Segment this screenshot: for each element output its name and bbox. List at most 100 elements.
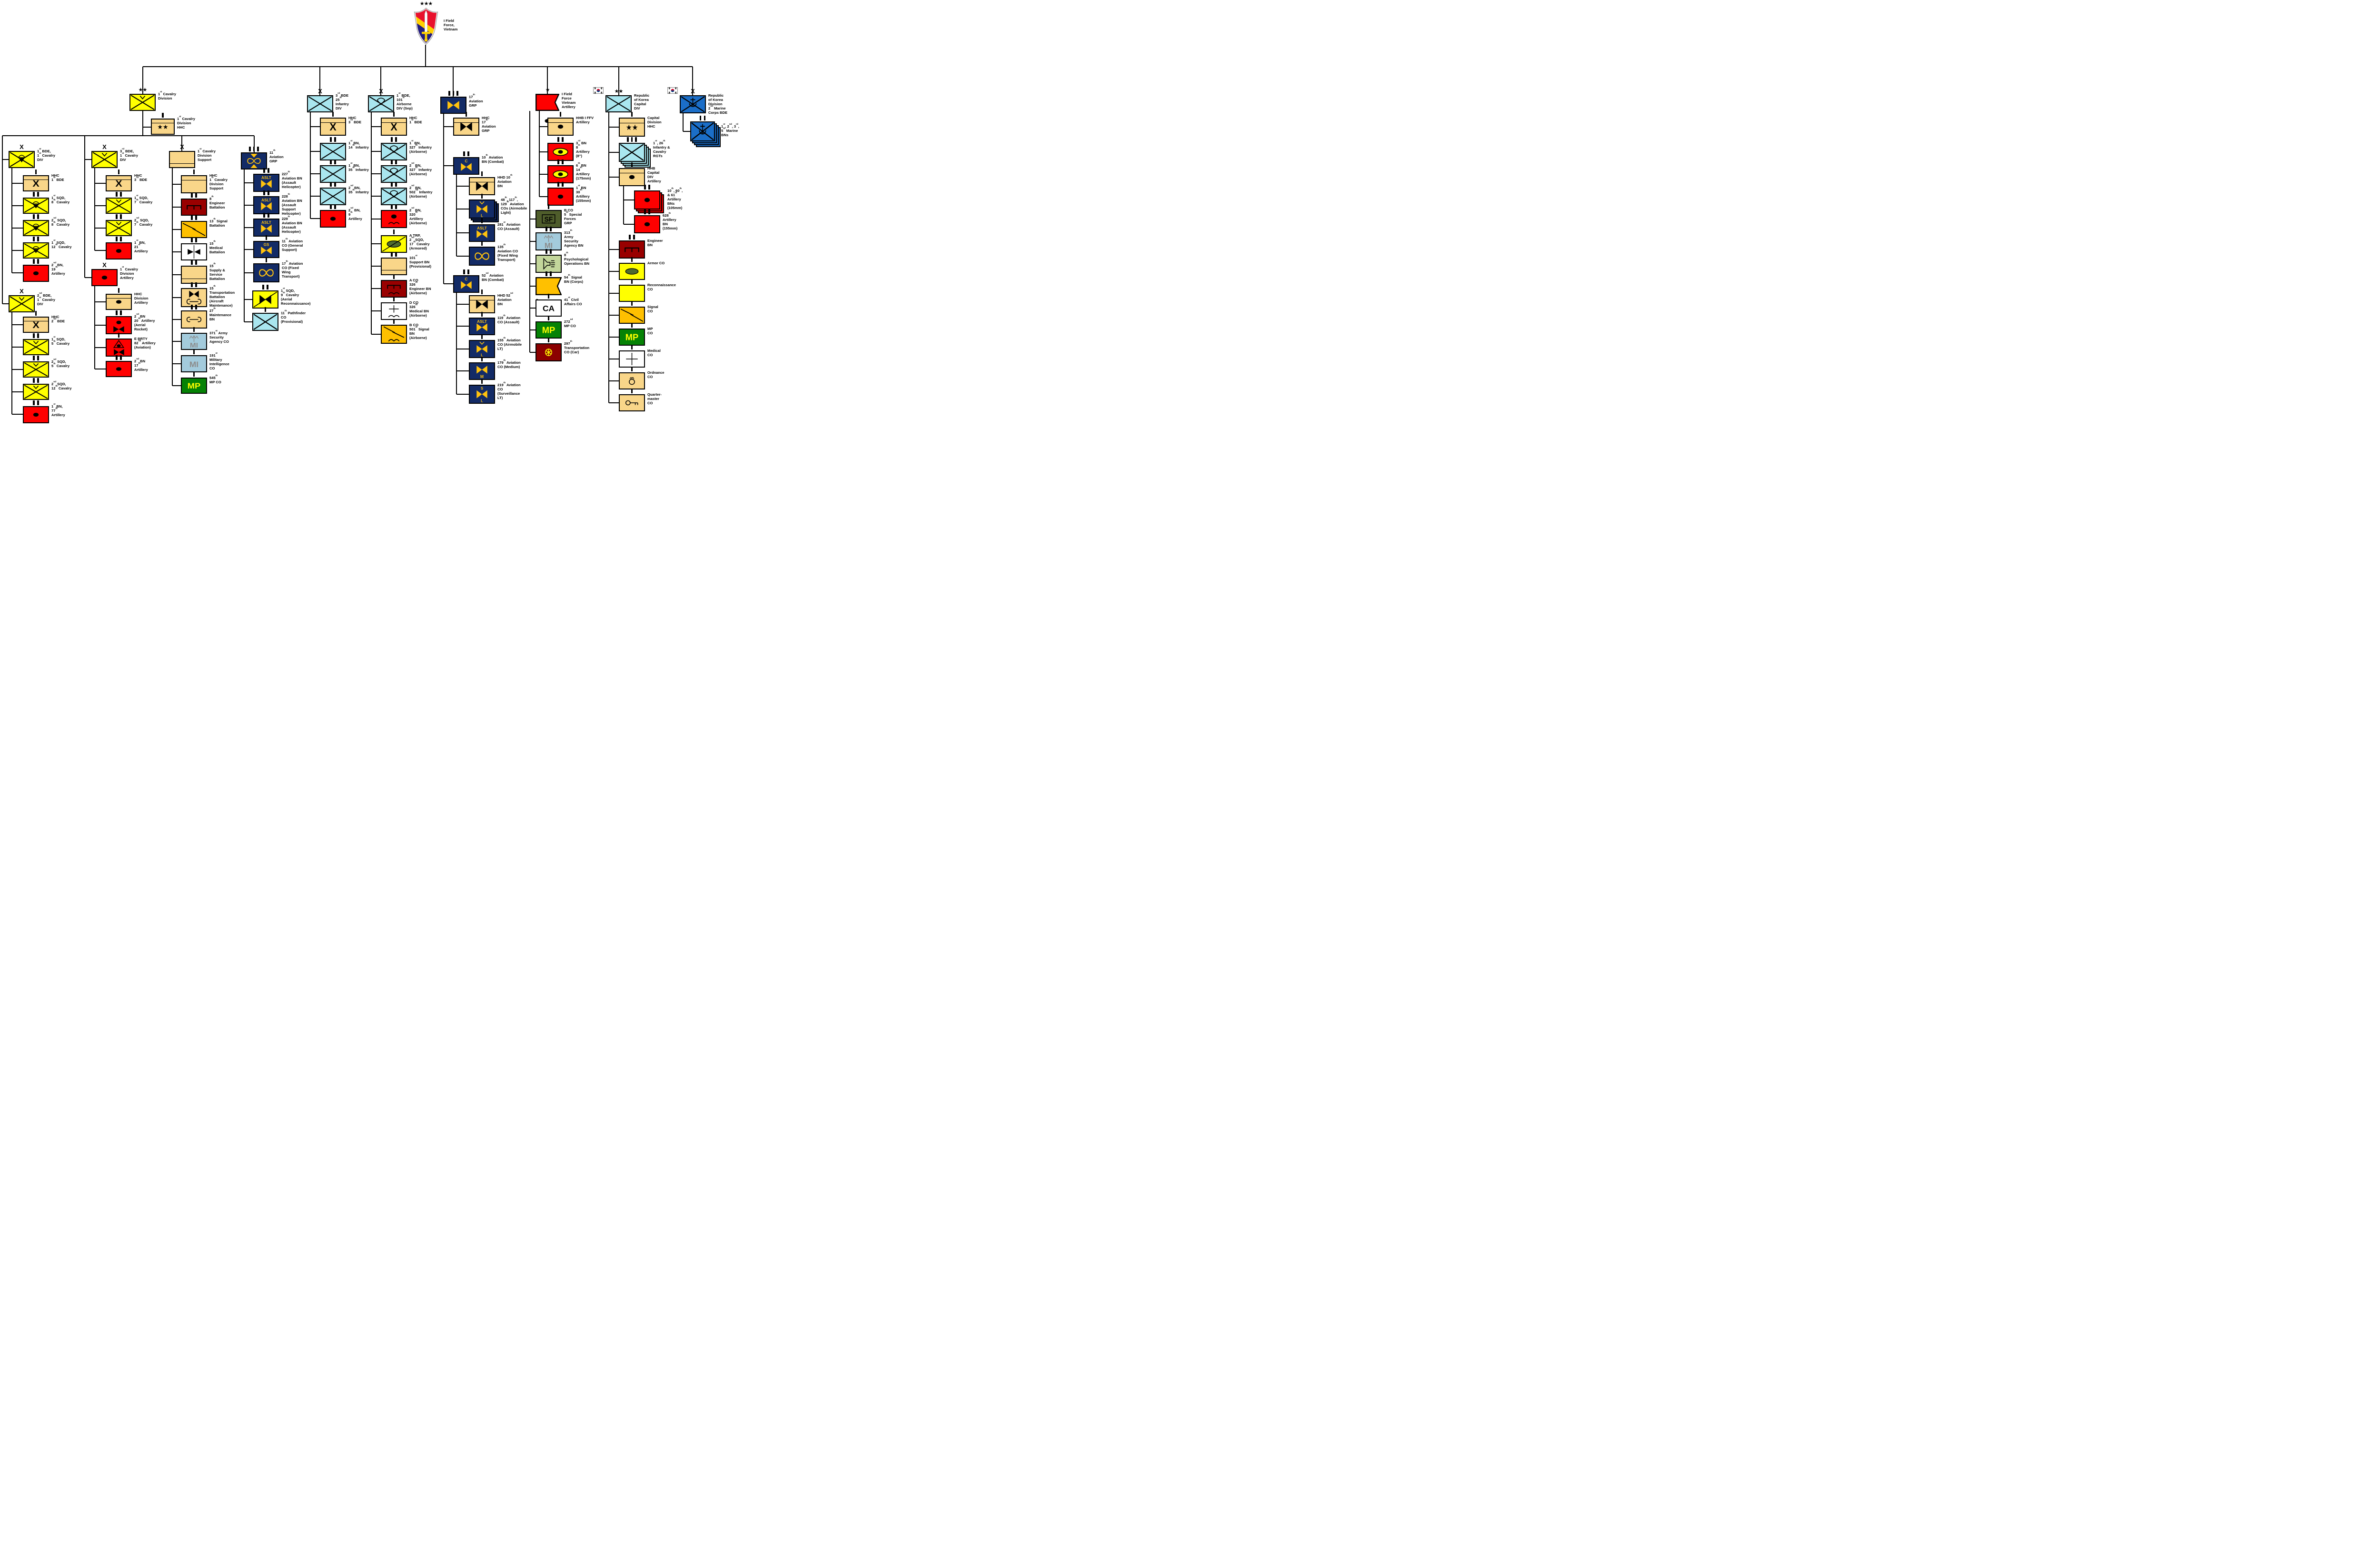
bowblk-icon bbox=[476, 181, 488, 191]
textX-icon: X bbox=[32, 320, 40, 330]
unit-label: 1st SQD, 9th Cavalry (Aerial Reconnaissance… bbox=[281, 287, 311, 306]
connector-line bbox=[12, 182, 23, 184]
unit-box bbox=[181, 310, 207, 329]
unit-box bbox=[23, 339, 49, 355]
unit-label: 2nd BN, 35th Infantry bbox=[348, 184, 369, 194]
connector-line bbox=[2, 159, 9, 160]
unit-box bbox=[320, 210, 346, 228]
echelon-bar-icon bbox=[253, 233, 279, 240]
connector-line bbox=[172, 319, 181, 320]
airborne-icon bbox=[382, 189, 406, 204]
unit-box: C bbox=[453, 157, 479, 175]
echelon-bar-icon bbox=[181, 303, 207, 309]
echelon-bar-icon bbox=[381, 202, 407, 209]
X-icon bbox=[321, 144, 345, 160]
connector-line bbox=[609, 249, 619, 250]
marine-icon bbox=[691, 122, 714, 140]
unit-label: 272nd MP CO bbox=[564, 318, 576, 328]
unit-box bbox=[605, 95, 632, 112]
connector-line bbox=[12, 346, 23, 348]
unit-label: Engineer BN bbox=[647, 239, 663, 247]
echelon-bar-icon bbox=[619, 160, 645, 167]
unit-label: 1st Cavalry Division bbox=[158, 90, 176, 100]
unit-box bbox=[106, 220, 132, 236]
unit-label: I Field Force, Vietnam bbox=[444, 19, 458, 31]
echelon-bar-icon bbox=[536, 314, 562, 320]
unit-label: 1st BDE, 1st Cavalry DIV bbox=[37, 148, 55, 162]
echelon-bar-icon bbox=[381, 295, 407, 301]
bolt-icon bbox=[620, 309, 644, 322]
airborne-icon bbox=[382, 166, 406, 182]
unit-box bbox=[320, 143, 346, 160]
unit-box bbox=[619, 168, 645, 186]
unit-box bbox=[23, 242, 49, 259]
unit-label: 8th Psychological Operations BN bbox=[564, 251, 590, 266]
echelon-bar-icon bbox=[181, 258, 207, 265]
dot-icon bbox=[101, 276, 108, 279]
unit-box bbox=[440, 97, 466, 114]
svg-text:M: M bbox=[480, 374, 484, 379]
echelon-bar-icon bbox=[23, 331, 49, 338]
boltarc-icon bbox=[383, 326, 405, 342]
connector-line bbox=[244, 182, 253, 184]
echelon-bar-icon bbox=[469, 192, 495, 199]
echelon-bar-icon bbox=[253, 166, 279, 173]
echelon-bar-icon bbox=[181, 280, 207, 287]
unit-label: 6th BN 14th Artillery (175mm) bbox=[576, 162, 591, 180]
connector-line bbox=[310, 173, 320, 175]
reconcav-icon bbox=[253, 291, 278, 308]
connector-line bbox=[172, 340, 181, 342]
echelon-bar-icon bbox=[536, 336, 562, 342]
unit-label: 219th Aviation CO (Surveillance LT) bbox=[497, 381, 521, 400]
i-field-force-shield bbox=[412, 8, 440, 45]
svg-text:MI: MI bbox=[189, 359, 198, 369]
unit-box bbox=[253, 263, 279, 282]
unit-label: 1st BN, 14th Infantry bbox=[348, 140, 369, 150]
echelon-bar-icon bbox=[252, 305, 278, 312]
unit-box bbox=[690, 121, 715, 141]
connector-line bbox=[12, 369, 23, 370]
unit-box: ★★ bbox=[619, 118, 645, 137]
echelon-bar-icon bbox=[320, 110, 346, 117]
unit-box: ASLT bbox=[469, 318, 495, 335]
bridgearc-icon bbox=[387, 285, 401, 295]
unit-label: HHB Capital DIV Artillery bbox=[647, 166, 661, 183]
i-field-force-shield-icon bbox=[414, 8, 438, 45]
unit-label: 1st Cavalry Division Support bbox=[198, 148, 216, 162]
unit-label: 2nd SQD, 12th Cavalry bbox=[51, 380, 72, 390]
connector-line bbox=[95, 301, 106, 303]
unit-label: 1st SQD, 7th Cavalry bbox=[134, 194, 153, 204]
unit-box bbox=[9, 295, 35, 312]
cavV-icon bbox=[107, 221, 131, 235]
echelon-bar-icon bbox=[253, 256, 279, 262]
connector-line bbox=[95, 347, 106, 349]
bowgold-icon bbox=[447, 101, 459, 110]
unit-box bbox=[23, 361, 49, 378]
echelon-star-icon: ★★★ bbox=[419, 1, 433, 7]
connector-line bbox=[371, 173, 381, 175]
aml-icon: L bbox=[476, 201, 487, 218]
svg-text:X: X bbox=[32, 179, 40, 189]
unit-box bbox=[181, 243, 207, 260]
connector-line bbox=[444, 165, 453, 167]
echelon-bar-icon bbox=[547, 135, 574, 142]
dot-icon bbox=[33, 271, 39, 275]
echelon-brigade-x-icon: X bbox=[180, 143, 184, 150]
cavV-icon bbox=[107, 199, 131, 213]
unit-label: 2nd BN 20th Artillery (Aerial Rocket) bbox=[134, 313, 155, 331]
unit-label: I Field Force Vietnam Artillery bbox=[562, 92, 576, 109]
unit-label: Ordnance CO bbox=[647, 370, 664, 379]
unit-label: 11th Pathfinder CO (Provisional) bbox=[281, 309, 306, 324]
unit-label: 17th Aviation CO (Fixed Wing Transport) bbox=[282, 260, 303, 279]
echelon-bar-icon bbox=[381, 135, 407, 142]
hq-band bbox=[382, 122, 406, 123]
dot-icon bbox=[557, 194, 564, 199]
echelon-bar-icon bbox=[547, 110, 574, 117]
unit-label: 1st SQD, 5th Cavalry bbox=[51, 336, 70, 346]
unit-box bbox=[619, 143, 645, 162]
aml-icon: L bbox=[476, 341, 487, 357]
X-icon bbox=[321, 166, 345, 182]
unit-label: 1st, 26th Infantry & Cavalry RGTs bbox=[653, 140, 670, 158]
unit-box bbox=[9, 151, 35, 168]
connector-line bbox=[609, 176, 619, 178]
